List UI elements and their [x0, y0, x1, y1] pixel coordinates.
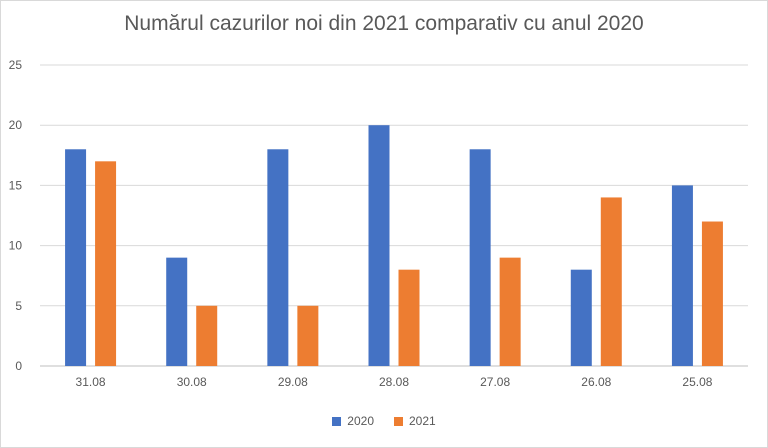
- bar-2021-25.08: [701, 221, 723, 366]
- bar-2020-28.08: [368, 125, 390, 366]
- x-tick-label: 26.08: [581, 375, 611, 389]
- legend-swatch-2021: [394, 416, 403, 426]
- bar-2021-28.08: [398, 269, 420, 366]
- y-tick-label: 10: [9, 239, 23, 253]
- legend-item-2021: 2021: [394, 414, 436, 428]
- y-tick-label: 15: [9, 178, 23, 192]
- y-tick-label: 25: [9, 58, 23, 72]
- legend-swatch-2020: [332, 416, 342, 426]
- x-tick-label: 30.08: [177, 375, 207, 389]
- x-tick-label: 25.08: [682, 375, 712, 389]
- legend-label-2020: 2020: [347, 414, 374, 428]
- bar-2020-25.08: [671, 185, 693, 366]
- legend: 2020 2021: [0, 414, 768, 428]
- x-tick-label: 31.08: [76, 375, 106, 389]
- chart-title: Numărul cazurilor noi din 2021 comparati…: [124, 12, 644, 35]
- bar-2021-31.08: [95, 161, 117, 366]
- legend-item-2020: 2020: [332, 414, 374, 428]
- bar-2021-27.08: [499, 257, 521, 366]
- bar-2020-29.08: [267, 149, 289, 366]
- y-tick-label: 5: [15, 299, 22, 313]
- bar-2020-30.08: [166, 257, 188, 366]
- bar-2021-30.08: [196, 305, 218, 366]
- bar-2021-26.08: [600, 197, 622, 366]
- bar-2020-31.08: [65, 149, 87, 366]
- bar-2020-26.08: [570, 269, 592, 366]
- x-tick-label: 29.08: [278, 375, 308, 389]
- legend-label-2021: 2021: [409, 414, 436, 428]
- y-tick-label: 0: [15, 359, 22, 373]
- bar-2020-27.08: [469, 149, 491, 366]
- x-tick-label: 27.08: [480, 375, 510, 389]
- y-tick-label: 20: [9, 118, 23, 132]
- bar-2021-29.08: [297, 305, 319, 366]
- x-tick-label: 28.08: [379, 375, 409, 389]
